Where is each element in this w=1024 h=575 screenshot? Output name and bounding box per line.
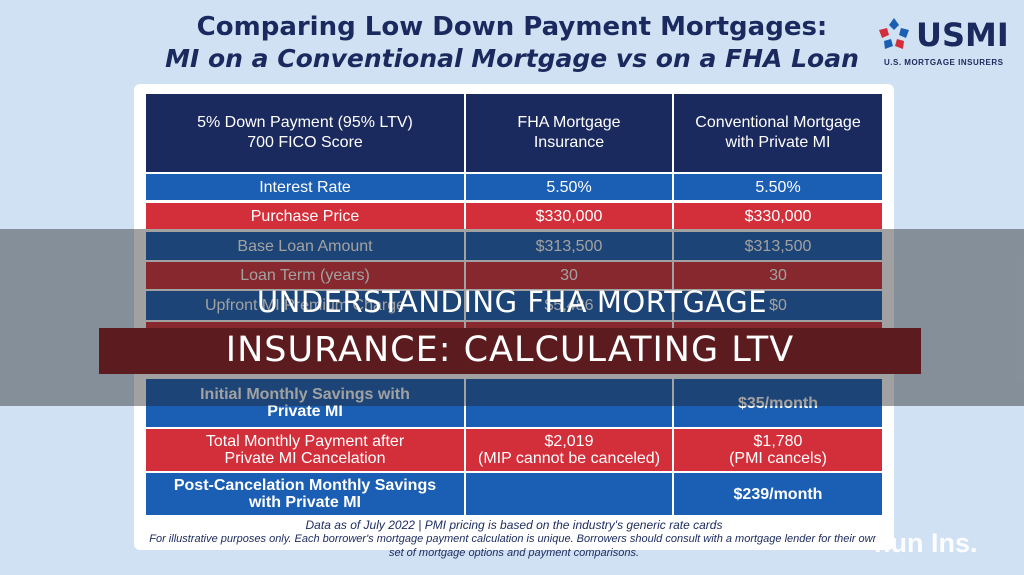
row-label-line: Upfront MI Premium Charge <box>204 297 406 314</box>
row-conventional-value: 30 <box>674 262 882 289</box>
header-conventional-line: Conventional Mortgage <box>695 114 861 131</box>
row-conventional-value-line: $313,500 <box>744 237 812 255</box>
dark-overlay <box>0 229 1024 406</box>
row-conventional-value-line: $239/month <box>733 485 823 503</box>
row-label-line: Total Monthly Payment after <box>205 433 405 450</box>
row-conventional-value: $330,000 <box>674 203 882 229</box>
header-scenario: 5% Down Payment (95% LTV) 700 FICO Score <box>146 94 466 172</box>
banner-line-1: UNDERSTANDING FHA MORTGAGE <box>256 285 768 319</box>
header-scenario-line: 5% Down Payment (95% LTV) <box>197 114 413 131</box>
row-conventional-value-line: $0 <box>769 297 787 314</box>
row-fha-value: 30 <box>466 262 674 289</box>
banner-line-2: INSURANCE: CALCULATING LTV <box>225 330 795 370</box>
row-fha-value: $313,500 <box>466 232 674 260</box>
row-fha-value-line: (MIP cannot be canceled) <box>477 450 661 467</box>
row-label: Interest Rate <box>146 174 466 200</box>
table-row: Interest Rate 5.50% 5.50% <box>146 174 882 200</box>
row-fha-value-line: $2,019 <box>544 433 594 450</box>
row-fha-value-line: 5.50% <box>546 178 592 196</box>
row-label-line: with Private MI <box>248 494 361 511</box>
watermark: hun Ins. <box>874 528 978 558</box>
row-conventional-value: $0 <box>674 291 882 320</box>
row-label: Post-Cancelation Monthly Savings with Pri… <box>146 473 466 515</box>
row-label-line: Loan Term (years) <box>240 267 370 284</box>
row-fha-value: $330,000 <box>466 203 674 229</box>
row-label: Purchase Price <box>146 203 466 229</box>
usmi-logo-mark-icon <box>879 18 909 49</box>
table-row: Post-Cancelation Monthly Savings with Pri… <box>146 473 882 515</box>
page-subtitle: MI on a Conventional Mortgage vs on a FH… <box>165 44 859 73</box>
usmi-logo: USMI U.S. MORTGAGE INSURERS <box>876 14 1016 74</box>
row-conventional-value: $313,500 <box>674 232 882 260</box>
logo-name: USMI <box>916 16 1009 54</box>
row-fha-value-line: $330,000 <box>535 207 603 225</box>
row-label: Loan Term (years) <box>146 262 466 289</box>
row-conventional-value: $35/month <box>674 379 882 427</box>
row-conventional-value-line: 30 <box>769 267 787 284</box>
table-row: Total Monthly Payment after Private MI Ca… <box>146 429 882 471</box>
row-label-line: Private MI Cancelation <box>224 450 386 467</box>
row-label: Base Loan Amount <box>146 232 466 260</box>
row-label-line: Initial Monthly Savings with <box>200 386 410 403</box>
table-row: Upfront MI Premium Charge $5,486 $0 <box>146 291 882 320</box>
table-row: Purchase Price $330,000 $330,000 <box>146 203 882 229</box>
footnote-data-date: Data as of July 2022 | PMI pricing is ba… <box>305 518 723 532</box>
footnote-disclaimer-cont: set of mortgage options and payment comp… <box>388 547 640 559</box>
row-fha-value: 5.50% <box>466 174 674 200</box>
header-conventional: Conventional Mortgage with Private MI <box>674 94 882 172</box>
row-label-line: Private MI <box>267 403 343 420</box>
header-fha: FHA Mortgage Insurance <box>466 94 674 172</box>
row-fha-value-line: $5,486 <box>544 297 594 314</box>
row-fha-value: $2,019 (MIP cannot be canceled) <box>466 429 674 471</box>
row-conventional-value-line: $1,780 <box>753 433 803 450</box>
row-label: Total Monthly Payment after Private MI Ca… <box>146 429 466 471</box>
row-conventional-value-line: $330,000 <box>744 207 812 225</box>
header-scenario-line: 700 FICO Score <box>247 134 363 151</box>
row-label-line: Purchase Price <box>250 207 360 225</box>
row-fha-value <box>466 379 674 427</box>
header-conventional-line: with Private MI <box>725 134 831 151</box>
banner-box <box>99 328 921 374</box>
page-title: Comparing Low Down Payment Mortgages: <box>196 12 828 42</box>
row-fha-value: $5,486 <box>466 291 674 320</box>
logo-subtitle: U.S. MORTGAGE INSURERS <box>884 58 1004 67</box>
table-row: Base Loan Amount $313,500 $313,500 <box>146 232 882 260</box>
footnote-disclaimer: For illustrative purposes only. Each bor… <box>149 533 879 545</box>
row-conventional-value: 5.50% <box>674 174 882 200</box>
row-label: Initial Monthly Savings with Private MI <box>146 379 466 427</box>
row-conventional-value-line: (PMI cancels) <box>729 450 827 467</box>
row-conventional-value: $239/month <box>674 473 882 515</box>
row-fha-value-line: 30 <box>560 267 578 284</box>
row-fha-value-line: $313,500 <box>535 237 603 255</box>
row-conventional-value-line: 5.50% <box>755 178 801 196</box>
row-label-line: Base Loan Amount <box>237 237 373 255</box>
table-row: Initial Monthly Savings with Private MI $3… <box>146 379 882 427</box>
row-label: Upfront MI Premium Charge <box>146 291 466 320</box>
header-fha-line: Insurance <box>533 134 605 151</box>
row-conventional-value-line: $35/month <box>737 394 818 412</box>
row-label-line: Interest Rate <box>259 178 351 196</box>
row-label-line: Post-Cancelation Monthly Savings <box>173 477 437 494</box>
table-header-row: 5% Down Payment (95% LTV) 700 FICO Score F… <box>146 94 882 172</box>
header-fha-line: FHA Mortgage <box>517 114 621 131</box>
table-row: Loan Term (years) 30 30 <box>146 262 882 289</box>
row-conventional-value: $1,780 (PMI cancels) <box>674 429 882 471</box>
row-fha-value <box>466 473 674 515</box>
